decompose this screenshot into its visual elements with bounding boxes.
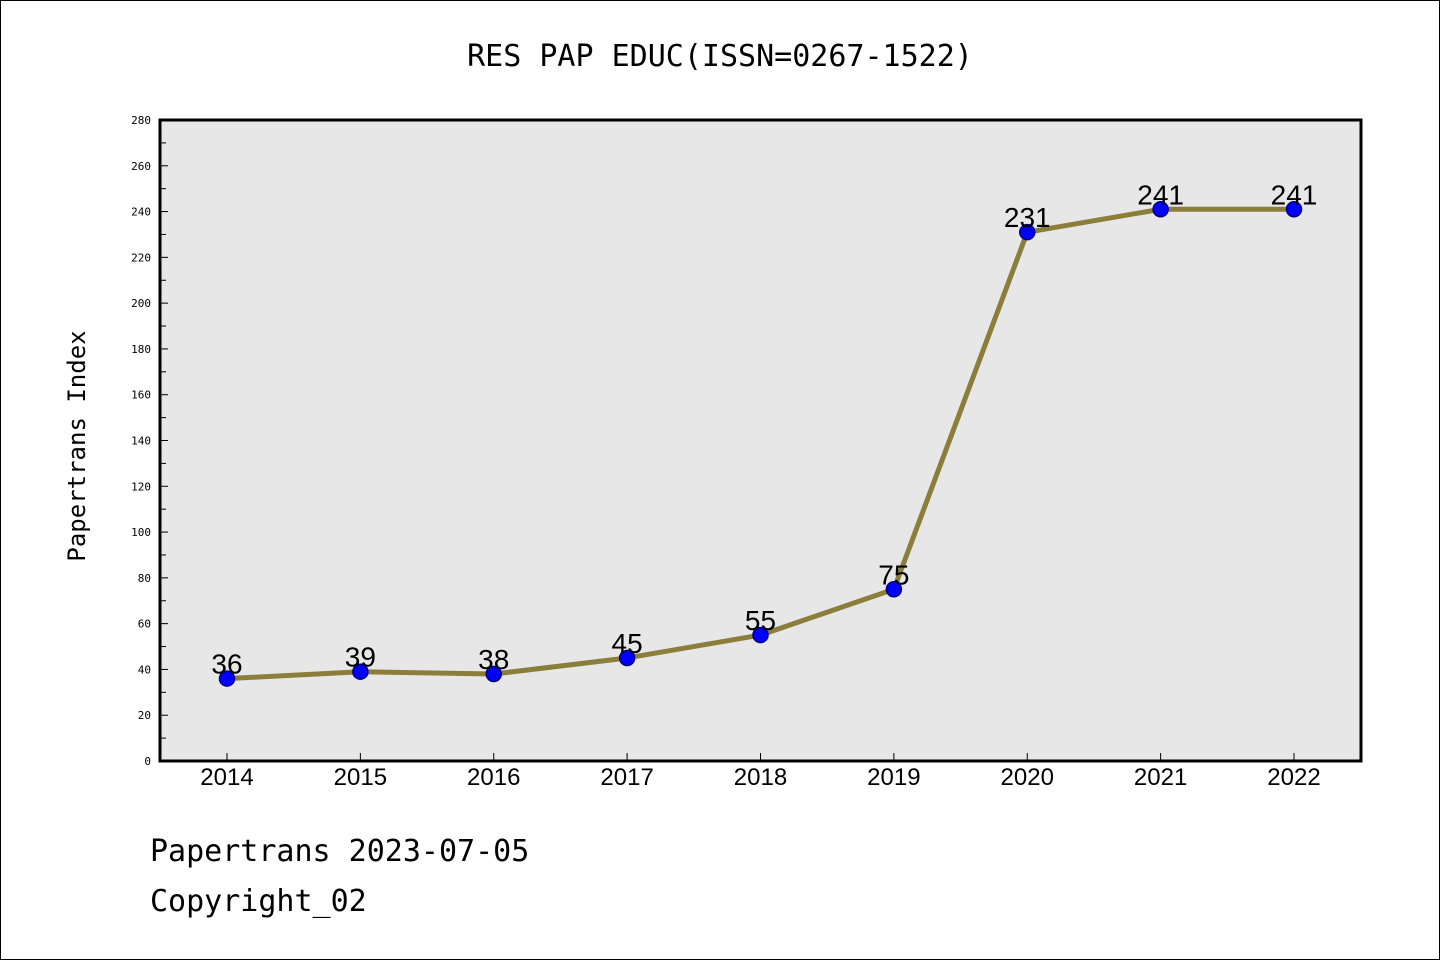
x-tick-label: 2015 — [334, 764, 387, 791]
y-tick-label: 160 — [131, 389, 151, 402]
data-label: 36 — [211, 649, 242, 680]
data-label: 38 — [478, 644, 509, 675]
data-label: 45 — [612, 628, 643, 659]
y-axis: 0 20 40 60 80 100 120 140 160 180 200 220 240 260 280 — [131, 114, 168, 768]
y-tick-label: 80 — [138, 572, 151, 585]
x-tick-label: 2022 — [1267, 764, 1320, 791]
data-point — [1019, 223, 1036, 241]
data-label: 241 — [1271, 179, 1318, 210]
data-point — [618, 649, 636, 667]
data-point — [752, 626, 769, 644]
data-point — [218, 670, 236, 687]
y-tick-label: 0 — [144, 755, 151, 768]
data-point — [352, 663, 369, 680]
y-tick-label: 120 — [131, 480, 151, 493]
x-tick-label: 2018 — [734, 764, 787, 791]
y-axis-label: Papertrans Index — [63, 330, 91, 561]
plot-area — [158, 118, 1363, 763]
y-tick-label: 280 — [131, 114, 151, 127]
y-tick-label: 20 — [138, 709, 151, 722]
y-tick-label: 140 — [131, 435, 151, 448]
data-point — [485, 665, 502, 683]
data-label: 55 — [745, 605, 776, 636]
x-tick-label: 2014 — [200, 764, 253, 791]
y-tick-label: 240 — [131, 206, 151, 219]
y-tick-label: 220 — [131, 251, 151, 264]
data-point — [1285, 201, 1303, 218]
data-point — [1152, 201, 1169, 218]
y-tick-label: 260 — [131, 160, 151, 173]
y-tick-label: 40 — [138, 663, 151, 676]
chart-title: RES PAP EDUC(ISSN=0267-1522) — [467, 39, 973, 74]
x-axis: 2014 2015 2016 2017 2018 2019 2020 2021 2022 — [200, 753, 1321, 791]
y-tick-label: 100 — [131, 526, 151, 539]
data-labels: 36 39 38 45 55 75 231 241 241 — [211, 179, 1317, 679]
x-tick-label: 2017 — [600, 764, 653, 791]
footer-copyright: Copyright_02 — [150, 884, 367, 919]
x-tick-label: 2020 — [1001, 764, 1054, 791]
data-label: 231 — [1004, 202, 1051, 233]
x-tick-label: 2016 — [467, 764, 520, 791]
footer-date: Papertrans 2023-07-05 — [150, 834, 530, 869]
data-label: 39 — [345, 642, 376, 673]
y-tick-label: 180 — [131, 343, 151, 356]
data-label: 75 — [878, 559, 909, 590]
data-label: 241 — [1137, 179, 1184, 210]
series-group — [218, 201, 1303, 687]
data-point — [885, 581, 903, 598]
x-tick-label: 2021 — [1134, 764, 1187, 791]
y-tick-label: 60 — [138, 618, 151, 631]
y-tick-label: 200 — [131, 297, 151, 310]
x-tick-label: 2019 — [867, 764, 920, 791]
